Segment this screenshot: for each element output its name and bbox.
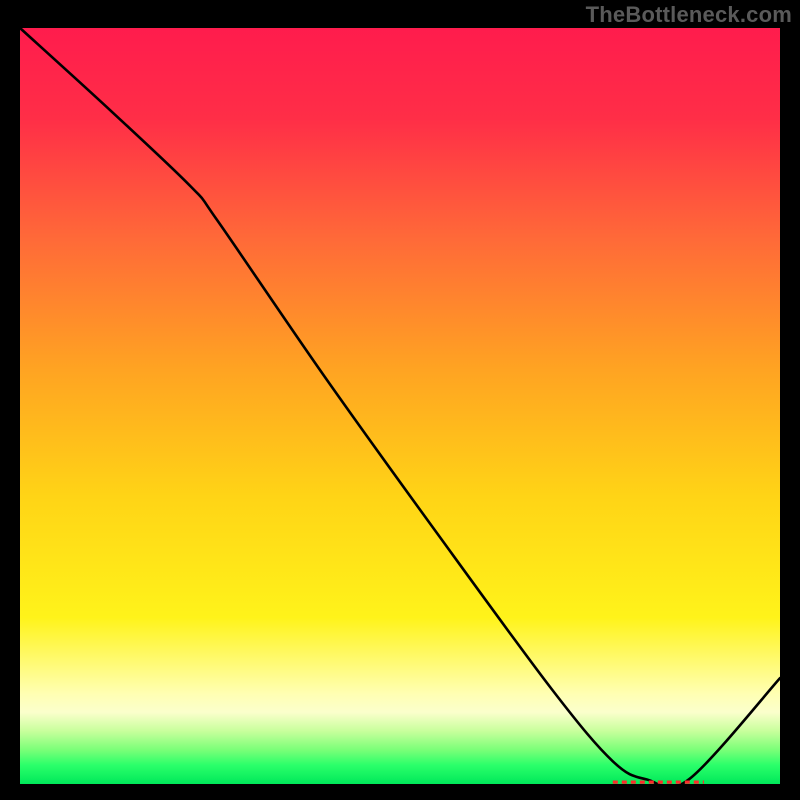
chart-svg [0, 0, 800, 800]
plot-gradient-background [20, 28, 780, 784]
